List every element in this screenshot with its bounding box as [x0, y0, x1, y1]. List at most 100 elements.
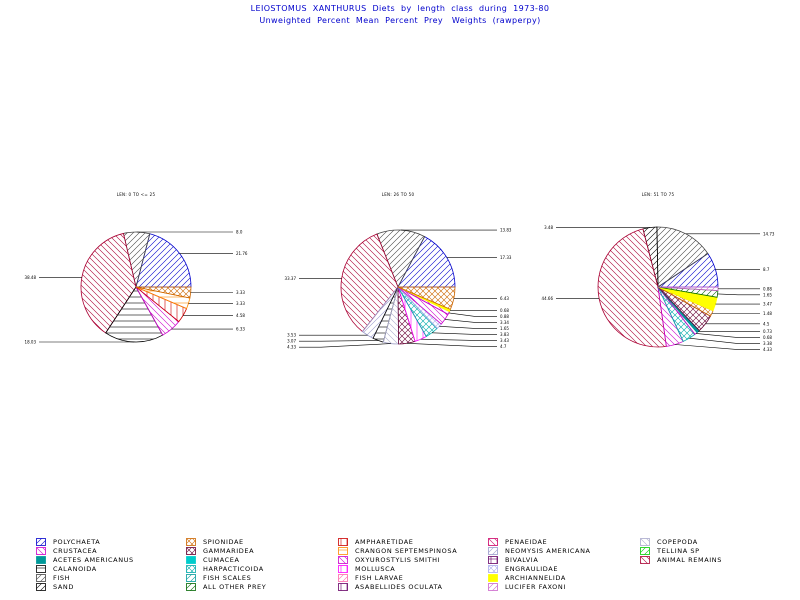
legend-label: FISH LARVAE: [355, 574, 404, 582]
leader-line: [674, 344, 760, 350]
legend-label: FISH: [53, 574, 71, 582]
legend-swatch: [36, 538, 46, 546]
chart-title: LEIOSTOMUS XANTHURUS Diets by length cla…: [250, 4, 550, 13]
slice-label-polychaeta: 17.33: [500, 255, 512, 260]
slice-label-calanoida: 18.03: [25, 340, 37, 345]
pie-chart-2: LEN: 26 TO 50 13.83 17.33 6.43 0.680.883.341…: [285, 192, 512, 350]
legend-label: ALL OTHER PREY: [203, 583, 267, 591]
pie-slice-animal-remains: [597, 228, 667, 348]
legend-swatch: [640, 547, 650, 555]
pie-slice-animal-remains: [80, 232, 137, 334]
legend-label: ENGRAULIDAE: [505, 565, 559, 573]
legend-swatch: [338, 556, 348, 564]
legend-swatch: [186, 565, 196, 573]
slice-label-spionidae: 6.43: [500, 296, 509, 301]
legend-label: LUCIFER FAXONI: [505, 583, 566, 591]
legend-swatch: [186, 538, 196, 546]
legend-swatch: [186, 574, 196, 582]
legend-swatch: [488, 565, 498, 573]
slice-label-fish: 13.83: [500, 228, 512, 233]
slice-label-engraulidae: 1.65: [500, 326, 509, 331]
slice-label-crangon-septemspinosa: 3.33: [236, 301, 245, 306]
legend-label: PENAEIDAE: [505, 538, 548, 546]
pie-slice-fish: [656, 226, 709, 288]
leader-line: [444, 319, 497, 323]
legend-swatch: [36, 565, 46, 573]
slice-label-crustacea: 3.34: [500, 320, 509, 325]
legend-label: CRUSTACEA: [53, 547, 98, 555]
pie-title-3: LEN: 51 TO 75: [642, 192, 675, 197]
legend-label: AMPHARETIDAE: [355, 538, 414, 546]
slice-label-spionidae: 3.33: [236, 290, 245, 295]
leader-line: [299, 340, 379, 342]
slice-label-animal-remains: 44.66: [542, 296, 554, 301]
slice-label-gammaridea: 4.7: [500, 344, 507, 349]
slice-label-calanoida: 3.07: [287, 339, 296, 344]
legend-label: ASABELLIDES OCULATA: [355, 583, 443, 591]
slice-label-all-other-prey: 1.65: [763, 292, 772, 297]
legend-label: OXYUROSTYLIS SMITHI: [355, 556, 441, 564]
pie-slice-lucifer-faxoni: [657, 286, 719, 292]
slice-label-gammaridea: 4.5: [763, 321, 770, 326]
legend-swatch: [338, 574, 348, 582]
leader-line: [406, 343, 497, 347]
legend-label: SPIONIDAE: [203, 538, 244, 546]
legend-label: FISH SCALES: [203, 574, 252, 582]
slice-label-animal-remains: 33.37: [285, 276, 297, 281]
legend-swatch: [36, 574, 46, 582]
slice-label-neomysis-americana: 3.53: [287, 333, 296, 338]
title-block: LEIOSTOMUS XANTHURUS Diets by length cla…: [0, 3, 800, 27]
legend-label: SAND: [53, 583, 74, 591]
leader-line: [431, 332, 497, 335]
legend-label: CUMACEA: [203, 556, 240, 564]
legend: POLYCHAETA CRUSTACEA ACETES AMERICANUS CALA…: [36, 538, 796, 598]
slice-label-crustacea: 6.33: [236, 327, 245, 332]
slice-label-spionidae: 1.48: [763, 311, 772, 316]
slice-label-polychaeta: 21.76: [236, 251, 248, 256]
pie-title-2: LEN: 26 TO 50: [382, 192, 415, 197]
legend-label: TELLINA SP: [657, 547, 700, 555]
slice-label-harpacticoida: 3.83: [500, 332, 509, 337]
slice-label-animal-remains: 38.48: [25, 275, 37, 280]
slice-label-archiannelida: 3.47: [763, 302, 772, 307]
legend-swatch: [488, 574, 498, 582]
legend-label: BIVALVIA: [505, 556, 539, 564]
legend-label: ACETES AMERICANUS: [53, 556, 134, 564]
legend-label: ANIMAL REMAINS: [657, 556, 722, 564]
leader-line: [439, 326, 497, 329]
legend-swatch: [488, 583, 498, 591]
slice-label-oxyurostylis-smithi: 0.68: [763, 335, 772, 340]
legend-label: POLYCHAETA: [53, 538, 101, 546]
leader-line: [299, 343, 391, 348]
pie-title-1: LEN: 0 TO <= 25: [117, 192, 156, 197]
leader-line: [448, 312, 497, 317]
legend-swatch: [36, 547, 46, 555]
slice-label-polychaeta: 8.7: [763, 267, 770, 272]
slice-label-copepoda: 4.33: [287, 345, 296, 350]
legend-swatch: [488, 556, 498, 564]
slice-label-acetes-americanus: 0.73: [763, 329, 772, 334]
slice-label-lucifer-faxoni: 0.88: [763, 286, 772, 291]
pie-chart-1: LEN: 0 TO <= 25 8.0 21.76 3.33 3.33 4.58 6.33 3…: [25, 192, 248, 345]
legend-swatch: [640, 538, 650, 546]
slice-label-archiannelida: 0.68: [500, 308, 509, 313]
pie-slice-animal-remains: [340, 233, 399, 333]
slice-label-crustacea: 4.33: [763, 347, 772, 352]
legend-label: NEOMYSIS AMERICANA: [505, 547, 591, 555]
legend-swatch: [186, 583, 196, 591]
pie-slice-spionidae: [397, 286, 456, 310]
slice-label-ampharetidae: 4.58: [236, 313, 245, 318]
slice-label-fish: 14.73: [763, 231, 775, 236]
legend-swatch: [338, 565, 348, 573]
legend-swatch: [338, 538, 348, 546]
legend-label: COPEPODA: [657, 538, 698, 546]
pie-slice-calanoida: [105, 286, 164, 343]
legend-label: CALANOIDA: [53, 565, 97, 573]
legend-label: GAMMARIDEA: [203, 547, 255, 555]
legend-swatch: [488, 547, 498, 555]
legend-label: ARCHIANNELIDA: [505, 574, 566, 582]
legend-swatch: [36, 556, 46, 564]
pie-chart-3: LEN: 51 TO 75 14.73 8.7 0.881.65 3.47 1.48 4.5…: [542, 192, 775, 352]
legend-swatch: [186, 556, 196, 564]
